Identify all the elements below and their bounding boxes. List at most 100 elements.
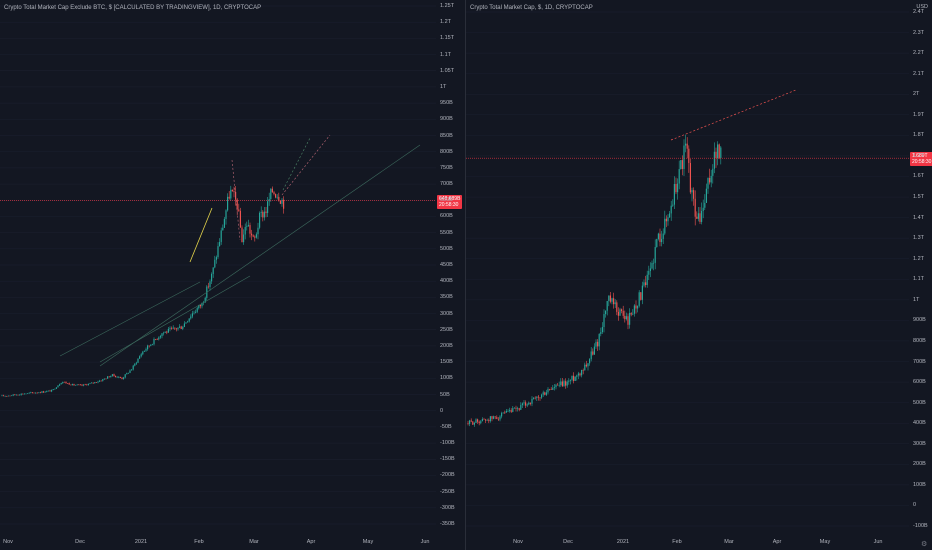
- candle-body: [111, 374, 113, 376]
- y-axis-tick: 1.1T: [440, 51, 452, 58]
- y-axis-tick: 200B: [440, 342, 453, 349]
- candle-body: [507, 410, 509, 412]
- candle-body: [635, 305, 637, 309]
- candle-body: [46, 391, 48, 392]
- candle-body: [14, 394, 16, 396]
- candle-body: [115, 375, 117, 378]
- pane-divider[interactable]: [465, 0, 466, 550]
- candle-body: [630, 312, 632, 315]
- candle-body: [533, 397, 535, 399]
- candle-body: [92, 382, 94, 384]
- candle-body: [622, 310, 624, 316]
- candle-body: [489, 416, 491, 422]
- candle-body: [76, 384, 78, 386]
- candle-body: [545, 392, 547, 395]
- candle-body: [233, 191, 235, 193]
- left-chart-canvas[interactable]: [0, 0, 466, 550]
- candle-body: [574, 376, 576, 381]
- left-chart-pane[interactable]: Crypto Total Market Cap Exclude BTC, $ […: [0, 0, 466, 550]
- candle-body: [662, 233, 664, 239]
- y-axis-tick: -100B: [913, 523, 928, 529]
- candle-body: [135, 362, 137, 364]
- candle-body: [129, 370, 131, 373]
- candle-body: [251, 233, 253, 236]
- y-axis-tick: 500B: [913, 399, 926, 406]
- candle-body: [561, 381, 563, 387]
- candle-body: [605, 310, 607, 315]
- candle-body: [219, 241, 221, 247]
- y-axis-tick: 250B: [440, 326, 453, 333]
- candle-body: [715, 151, 717, 159]
- candle-body: [75, 385, 77, 386]
- right-chart-pane[interactable]: Crypto Total Market Cap, $, 1D, CRYPTOCA…: [466, 0, 932, 550]
- candle-body: [231, 189, 233, 192]
- candle-body: [20, 393, 22, 395]
- right-price-value: 1.689T: [912, 153, 928, 160]
- candle-body: [207, 286, 209, 288]
- left-price-time: 20:58:30: [439, 201, 459, 208]
- candle-body: [625, 316, 627, 320]
- candle-body: [63, 381, 65, 383]
- candle-body: [685, 143, 687, 146]
- y-axis-tick: -350B: [440, 521, 455, 527]
- candle-body: [150, 344, 152, 346]
- right-chart-canvas[interactable]: [466, 0, 932, 550]
- candle-body: [243, 234, 245, 243]
- candle-body: [483, 418, 485, 420]
- y-axis-tick: 1.8T: [913, 132, 925, 139]
- candle-body: [35, 392, 37, 394]
- candle-body: [246, 226, 248, 228]
- candle-body: [525, 402, 527, 406]
- x-axis-tick: Nov: [513, 539, 523, 545]
- candle-body: [573, 375, 575, 381]
- candle-body: [565, 381, 567, 386]
- candle-body: [97, 381, 99, 383]
- y-axis-tick: 600B: [913, 379, 926, 386]
- candle-body: [677, 183, 679, 193]
- candle-body: [119, 376, 121, 378]
- candle-body: [678, 169, 680, 184]
- candle-body: [691, 190, 693, 193]
- projection-line: [281, 134, 331, 196]
- candle-body: [616, 302, 618, 312]
- candle-body: [57, 385, 59, 388]
- currency-label[interactable]: USD: [916, 4, 928, 10]
- y-axis-tick: 0: [913, 502, 917, 509]
- candle-body: [81, 384, 83, 386]
- candle-body: [166, 331, 168, 333]
- candle-body: [504, 412, 506, 414]
- x-axis-tick: Mar: [249, 539, 259, 545]
- candle-body: [606, 300, 608, 311]
- candle-body: [555, 384, 557, 388]
- candle-body: [31, 392, 33, 394]
- candle-body: [712, 168, 714, 176]
- gear-icon[interactable]: ⚙: [921, 541, 928, 548]
- candle-body: [113, 374, 115, 376]
- candle-body: [661, 238, 663, 243]
- candle-body: [263, 211, 265, 218]
- candle-body: [148, 345, 150, 347]
- y-axis-tick: 350B: [440, 294, 453, 301]
- candle-body: [215, 257, 217, 260]
- y-axis-tick: 1.05T: [440, 67, 455, 74]
- candle-body: [518, 408, 520, 410]
- candle-body: [100, 380, 102, 382]
- resistance-line: [670, 89, 797, 141]
- candle-body: [547, 389, 549, 393]
- candle-body: [239, 210, 241, 228]
- candle-body: [139, 356, 141, 359]
- candle-body: [142, 351, 144, 355]
- y-axis-tick: 50B: [440, 391, 450, 398]
- candle-body: [592, 351, 594, 355]
- candle-body: [563, 381, 565, 387]
- candle-body: [505, 411, 507, 413]
- candle-body: [28, 392, 30, 394]
- candle-body: [123, 377, 125, 379]
- candle-body: [105, 378, 107, 380]
- candle-body: [212, 267, 214, 274]
- candle-body: [646, 274, 648, 285]
- candle-body: [134, 363, 136, 366]
- candle-body: [33, 392, 35, 394]
- candle-body: [557, 384, 559, 386]
- candle-body: [211, 273, 213, 282]
